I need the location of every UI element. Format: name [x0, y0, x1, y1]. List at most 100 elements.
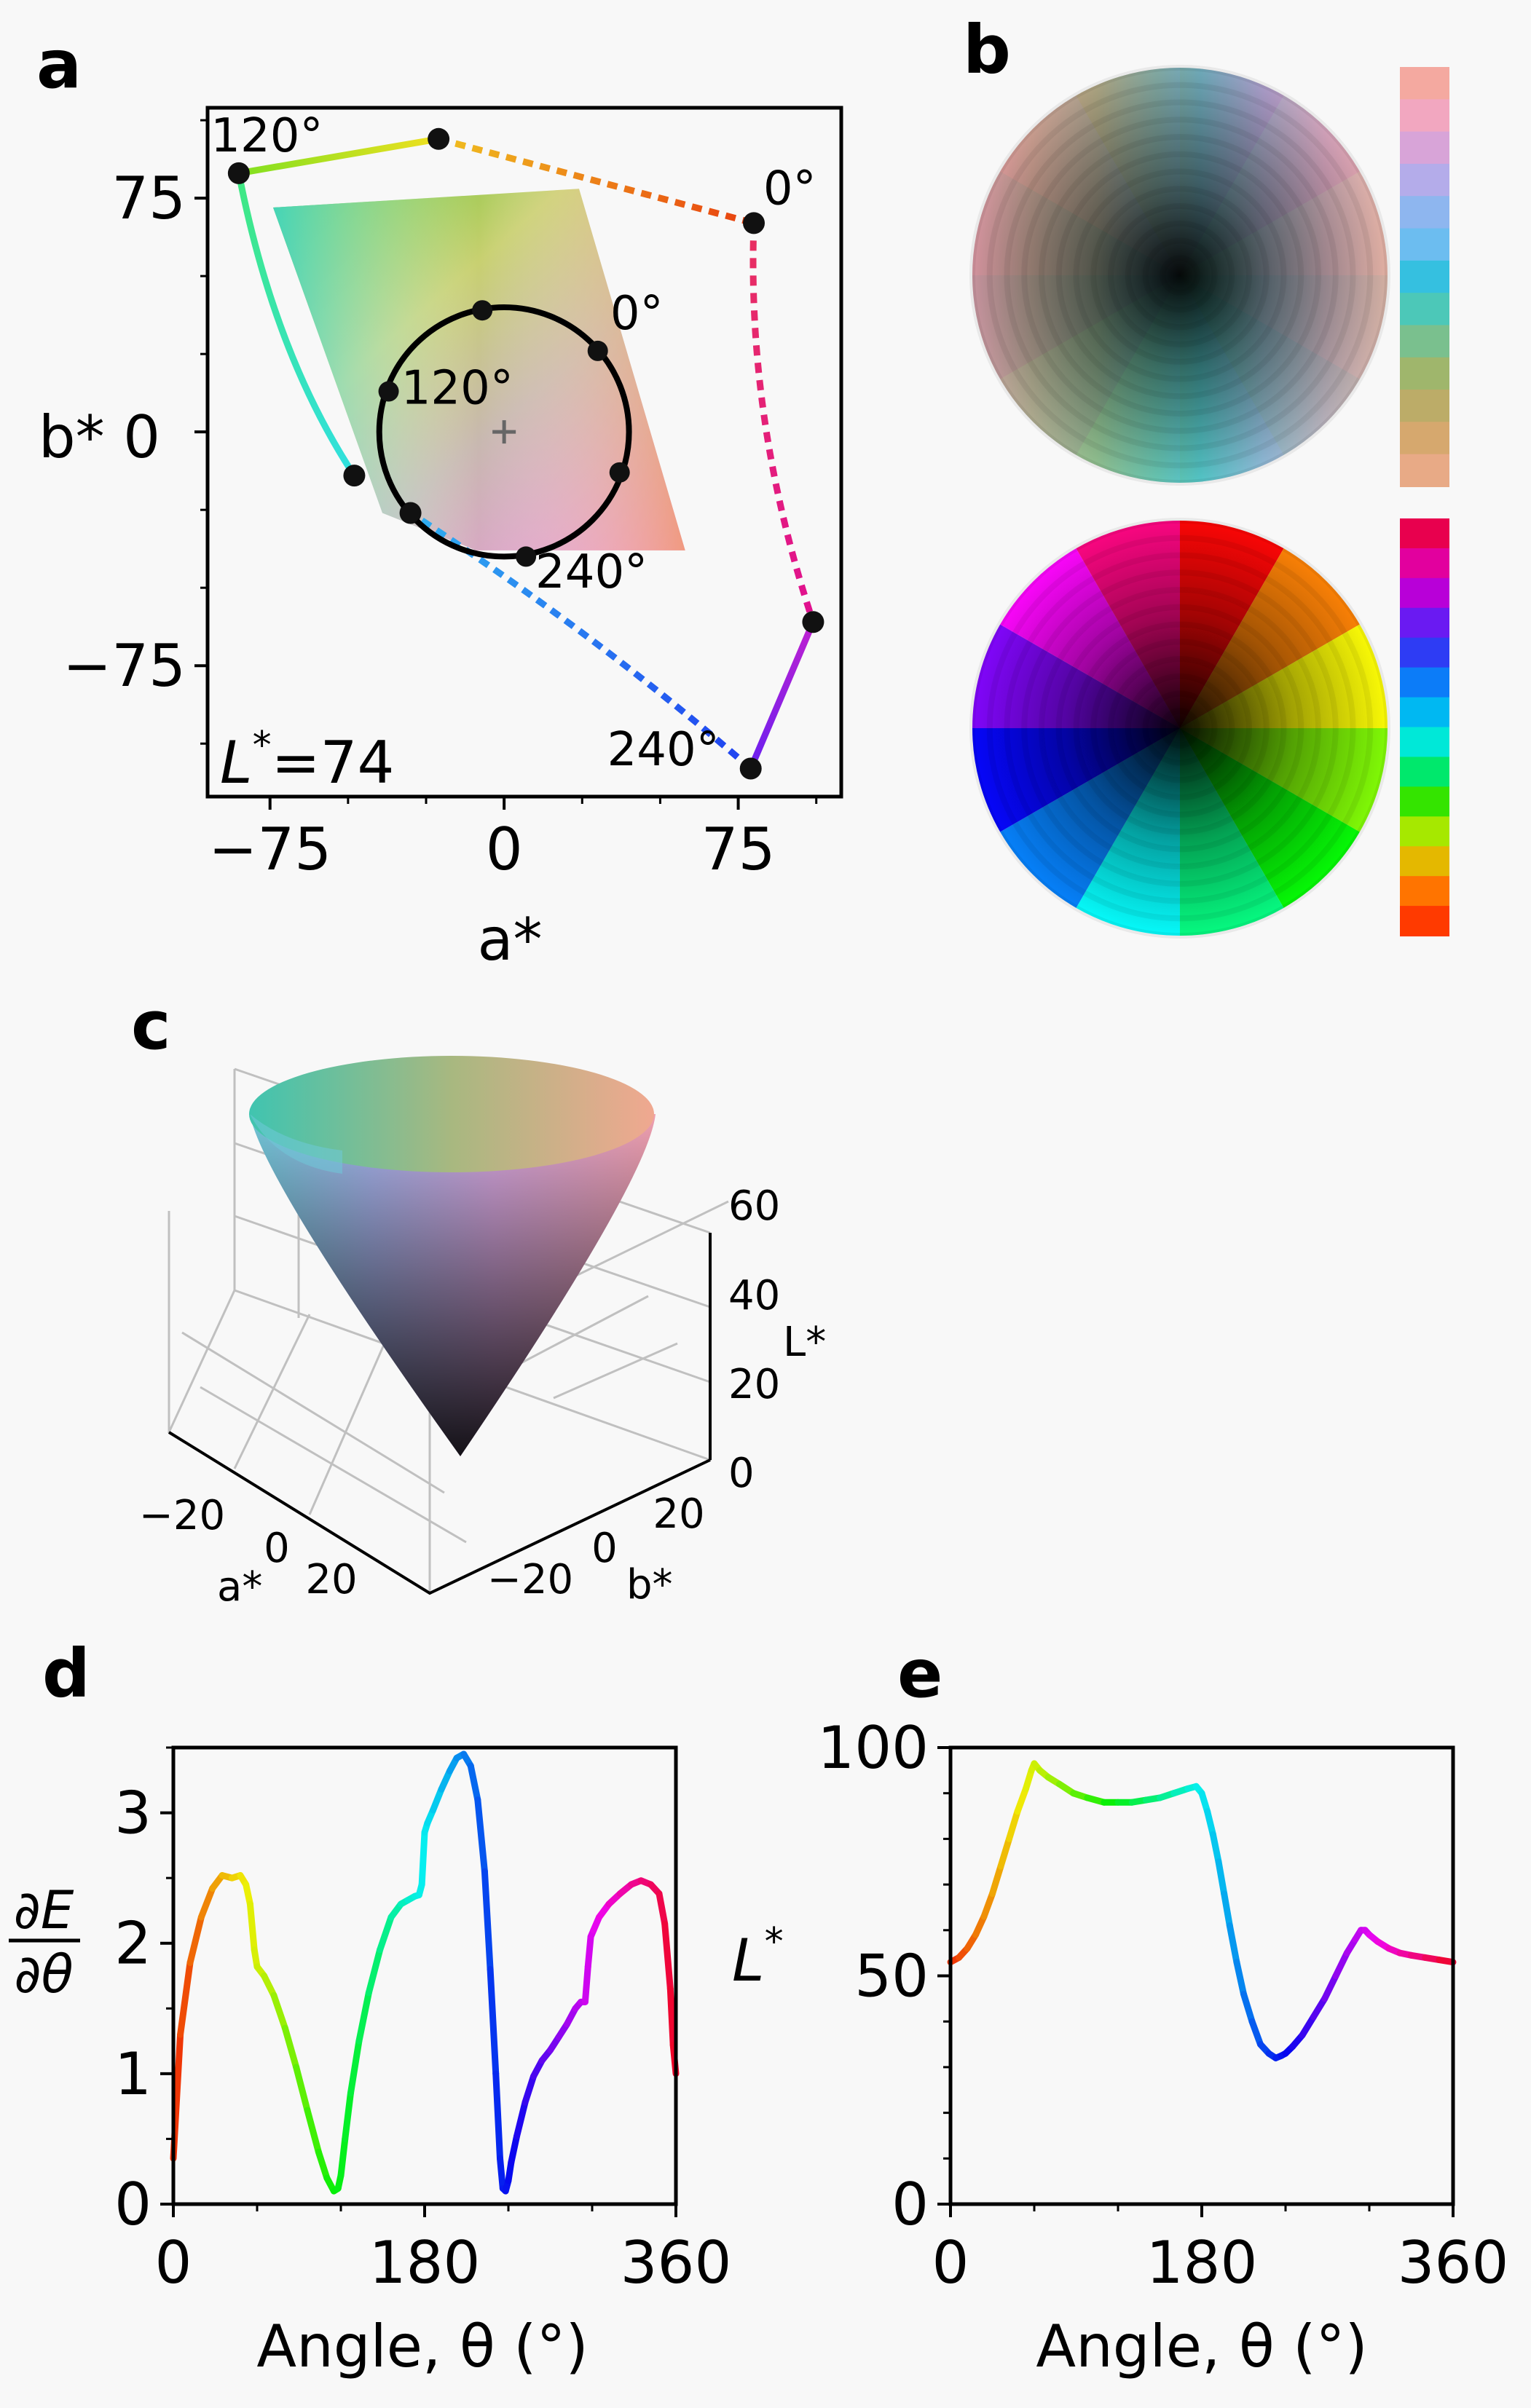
hue-curve-segment [315, 2148, 331, 2182]
outer-loop-marker [343, 465, 366, 487]
hue-curve-segment [997, 1835, 1012, 1870]
hue-curve-segment [1233, 1959, 1247, 1998]
hue-curve-segment [304, 2107, 322, 2155]
wheel-ring [969, 65, 1390, 486]
outer-loop-marker [743, 212, 765, 234]
wheel-ring [1039, 134, 1321, 417]
x-tick-label-a: −75 [208, 816, 331, 883]
hue-curve-segment [972, 1913, 988, 1938]
hue-curve-segment [474, 1796, 488, 1875]
hue-curve-segment [1436, 1957, 1457, 1966]
y-axis-label-d: ∂E ∂θ [9, 1879, 80, 2005]
y-axis-label-c: b* [626, 1561, 673, 1608]
outer-loop-label: 0° [763, 162, 816, 216]
wheel-ring [986, 534, 1374, 922]
hue-curve-segment [270, 1991, 288, 2032]
hue-curve-segment [243, 1881, 253, 1908]
wheel-ring [969, 518, 1390, 939]
y-label-numerator: ∂E [14, 1879, 74, 1941]
y-tick-label-a: −75 [63, 632, 186, 700]
wheel-ring [1108, 203, 1252, 347]
x-tick-label-c: −20 [139, 1492, 225, 1539]
inner-loop-circle [376, 304, 632, 560]
colorbar-swatch [1400, 757, 1449, 788]
bottom-hue-wheel [969, 518, 1390, 939]
hue-curve-segment [337, 2135, 349, 2179]
inner-loop-label: 120° [401, 362, 513, 416]
colorbar-swatch [1400, 727, 1449, 758]
z-tick-label-c: 60 [728, 1183, 780, 1230]
colorbar-swatch [1400, 454, 1449, 487]
hue-curve-segment [1014, 1785, 1029, 1815]
y-tick-label-c: 0 [591, 1525, 618, 1572]
colorbar-swatch [1400, 667, 1449, 698]
colorbar-swatch [1400, 325, 1449, 358]
wheel-ring [1125, 673, 1235, 783]
x-axis-label-d: Angle, θ (°) [256, 2313, 588, 2380]
hue-curve-segment [522, 2072, 537, 2106]
plot-frame-d [171, 1745, 678, 2206]
colorbar-swatch [1400, 228, 1449, 261]
colorbar-swatch [1400, 816, 1449, 848]
hue-curve-segment [980, 1890, 996, 1920]
colorbar-swatch [1400, 163, 1449, 197]
hue-curve-segment [293, 2064, 311, 2114]
outer-loop-segment [238, 135, 439, 177]
hue-curve-segment [347, 2037, 363, 2097]
colorbar-swatch [1400, 357, 1449, 391]
x-tick-label-c: 0 [264, 1525, 290, 1572]
x-axis-label-a: a* [477, 906, 542, 974]
outer-loop: 120° 0° 240° [210, 109, 824, 780]
colorbar-swatch [1400, 518, 1449, 549]
z-tick-label-c: 0 [728, 1450, 755, 1497]
hue-curve-segment [1240, 1991, 1256, 2025]
outer-loop-marker [227, 162, 250, 184]
x-axis-label-e: Angle, θ (°) [1036, 2313, 1367, 2380]
colorbar-swatch [1400, 422, 1449, 455]
y-tick-label-e: 0 [892, 2171, 929, 2238]
outer-loop-segment [409, 510, 753, 771]
y-axis-label-e: L* [732, 1920, 784, 1994]
inner-loop-label: 240° [535, 545, 648, 599]
colorbar-swatch [1400, 786, 1449, 818]
hue-curve-segment [1204, 1808, 1216, 1838]
colorbar-swatch [1400, 99, 1449, 133]
wheel-ring [1160, 708, 1200, 749]
outer-loop-marker [802, 611, 824, 633]
x-tick-label: 0 [155, 2229, 192, 2297]
gamut-fill-overlay [273, 189, 685, 550]
hue-curve-segment [656, 1890, 669, 1927]
wheel-ring [1090, 186, 1270, 365]
axis-ticks-a: −75 0 75 75 −75 [63, 119, 818, 883]
colorbar-swatch [1400, 67, 1449, 100]
panel-label-a: a [36, 25, 82, 103]
x-tick-label-a: 75 [701, 816, 776, 883]
x-tick-label: 360 [621, 2229, 732, 2297]
colorbar-swatch [1400, 697, 1449, 728]
hue-curve-segment [584, 1933, 594, 1970]
hue-curve-segment [186, 1914, 205, 1967]
l-star-annotation: L*=74 [220, 724, 394, 797]
wheel-ring [1039, 587, 1321, 869]
inner-loop-marker [472, 300, 493, 321]
hue-curve-segment [1299, 2013, 1317, 2039]
panel-label-d: d [42, 1635, 90, 1713]
outer-loop-marker [428, 127, 450, 150]
panel-e-lightness-plot: 0 180 360 0 50 100 Angle, θ (°) L* [732, 1714, 1508, 2380]
wheel-ring [1004, 552, 1356, 904]
outer-loop-segment [437, 135, 755, 226]
hue-curve-segment [666, 1985, 677, 2048]
x-tick-label-a: 0 [486, 816, 523, 883]
z-tick-label-c: 20 [728, 1361, 780, 1408]
hue-curve-segment [492, 2070, 503, 2162]
hue-curve-segment [365, 1946, 384, 1997]
hue-curve-segment [581, 1963, 591, 2005]
outer-loop-segment [747, 620, 816, 770]
wheel-ring [1004, 99, 1356, 451]
y-tick-label-a: 75 [111, 165, 186, 232]
hue-curve-segment [1321, 1973, 1339, 2002]
hue-curve-segment [989, 1863, 1004, 1898]
x-tick-label: 180 [1146, 2229, 1258, 2297]
gamut-slice [273, 189, 685, 550]
wheel-ring [1055, 604, 1304, 853]
